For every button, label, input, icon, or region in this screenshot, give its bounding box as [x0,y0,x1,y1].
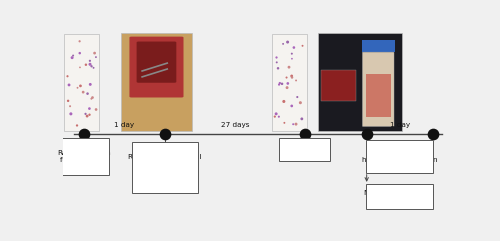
FancyBboxPatch shape [120,33,192,131]
FancyBboxPatch shape [130,37,184,98]
Point [90,51,98,55]
Point [300,132,308,136]
Point [284,40,292,44]
FancyBboxPatch shape [136,41,176,83]
Point [279,42,287,46]
Point [88,97,96,101]
FancyBboxPatch shape [366,184,433,209]
Point [88,64,96,68]
Point [82,112,90,116]
Point [288,75,296,79]
Point [289,122,297,126]
FancyBboxPatch shape [272,33,306,131]
Point [275,115,283,119]
Point [284,81,292,85]
Point [92,107,100,111]
Text: Euthanize
harvesting specimen: Euthanize harvesting specimen [362,150,438,163]
Point [292,122,300,126]
FancyBboxPatch shape [320,70,356,101]
Point [275,83,283,87]
Point [66,104,74,108]
Point [88,96,96,100]
Point [76,51,84,55]
Text: Footprint test: Footprint test [280,147,329,153]
Point [282,76,290,80]
Point [74,86,82,90]
Point [288,57,296,61]
Point [272,112,280,116]
Point [83,114,91,118]
Point [278,82,286,86]
FancyBboxPatch shape [366,74,391,117]
Point [79,90,87,94]
Point [90,66,98,70]
Point [362,132,370,136]
Point [288,74,296,78]
Point [292,79,300,82]
Point [280,121,288,125]
Point [298,117,306,121]
Point [298,44,306,48]
Text: 1 day: 1 day [114,122,134,128]
Point [272,60,280,64]
Point [67,112,75,116]
Point [86,62,94,66]
Point [288,104,296,108]
Point [86,59,94,63]
Point [76,66,84,69]
Point [92,55,100,59]
FancyBboxPatch shape [64,33,98,131]
Point [64,99,72,103]
Point [80,132,88,136]
Point [82,63,90,67]
Point [294,95,302,99]
Point [280,100,288,103]
Point [285,65,293,69]
Text: Right L5-6 unilateral
facetectomy
(with or without
bonewax apply): Right L5-6 unilateral facetectomy (with … [128,154,202,182]
FancyBboxPatch shape [280,138,330,161]
FancyBboxPatch shape [132,142,198,193]
Point [296,101,304,105]
Point [272,56,280,60]
Point [290,46,298,49]
Point [68,56,76,60]
Point [274,66,282,70]
Text: Randomization
footprint test: Randomization footprint test [57,150,110,163]
Point [69,54,77,57]
Point [73,124,81,127]
Point [161,132,169,136]
Point [76,84,84,88]
FancyBboxPatch shape [58,138,109,175]
Point [76,39,84,43]
Point [84,92,92,96]
FancyBboxPatch shape [362,52,394,127]
Point [428,132,436,136]
Text: 27 days: 27 days [220,122,249,128]
Point [65,83,73,87]
Point [86,82,94,86]
Point [64,74,72,78]
Point [283,86,291,90]
Point [276,81,284,85]
Point [86,107,94,111]
Text: 1 day: 1 day [390,122,409,128]
FancyBboxPatch shape [362,40,395,53]
FancyBboxPatch shape [366,140,433,173]
Point [271,115,279,119]
Point [86,113,94,117]
FancyBboxPatch shape [318,33,402,131]
Point [288,52,296,56]
Text: Masson's trichrome
stain: Masson's trichrome stain [364,190,435,203]
